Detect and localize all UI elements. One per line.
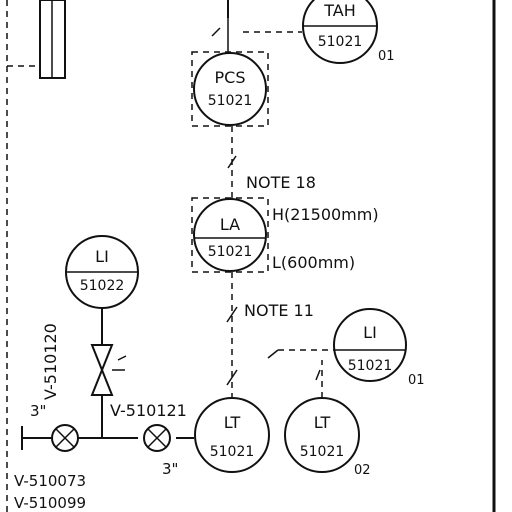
lt-main-label: LT bbox=[224, 413, 241, 432]
valve-handle-tick bbox=[117, 355, 127, 361]
li-right-label: LI bbox=[363, 323, 377, 342]
lt-right-tick bbox=[315, 369, 321, 381]
valve-v510120[interactable] bbox=[90, 344, 114, 396]
la-lt-tick-1 bbox=[226, 306, 238, 323]
lt-right-label: LT bbox=[314, 413, 331, 432]
size-left: 3" bbox=[30, 402, 46, 420]
lt-right-instrument[interactable]: LT 51021 02 bbox=[284, 397, 371, 478]
lt-right-number: 51021 bbox=[300, 444, 345, 460]
pcs-number: 51021 bbox=[208, 93, 253, 109]
v510120-label: V-510120 bbox=[41, 323, 60, 400]
pcs-label: PCS bbox=[215, 68, 246, 87]
li-right-number: 51021 bbox=[348, 358, 393, 374]
li-right-instrument[interactable]: LI 51021 01 bbox=[333, 308, 425, 388]
v510099-label: V-510099 bbox=[14, 494, 86, 512]
la-number: 51021 bbox=[208, 244, 253, 260]
lt-main-instrument[interactable]: LT 51021 bbox=[194, 397, 270, 473]
pcs-instrument[interactable]: PCS 51021 bbox=[191, 51, 269, 127]
tah-suffix: 01 bbox=[378, 49, 395, 64]
tah-label: TAH bbox=[323, 1, 356, 20]
v510073-label: V-510073 bbox=[14, 472, 86, 490]
signal-tick-top bbox=[211, 27, 221, 37]
note-11: NOTE 11 bbox=[244, 301, 314, 320]
lt-main-number: 51021 bbox=[210, 444, 255, 460]
li-left-label: LI bbox=[95, 247, 109, 266]
note-18: NOTE 18 bbox=[246, 173, 316, 192]
pcs-la-tick bbox=[227, 155, 237, 169]
lt-right-suffix: 02 bbox=[354, 463, 371, 478]
la-label: LA bbox=[220, 215, 240, 234]
li-right-tick bbox=[267, 349, 279, 359]
valve-v510073[interactable] bbox=[51, 424, 79, 452]
size-right: 3" bbox=[162, 460, 178, 478]
la-instrument[interactable]: LA 51021 bbox=[191, 197, 269, 273]
la-lt-tick-2 bbox=[226, 369, 238, 386]
valve-v510121[interactable] bbox=[143, 424, 171, 452]
high-level-setpoint: H(21500mm) bbox=[272, 205, 379, 224]
low-level-setpoint: L(600mm) bbox=[272, 253, 355, 272]
li-right-suffix: 01 bbox=[408, 373, 425, 388]
tah-instrument[interactable]: TAH 51021 01 bbox=[302, 0, 395, 64]
li-left-instrument[interactable]: LI 51022 bbox=[65, 235, 139, 309]
li-left-number: 51022 bbox=[80, 278, 125, 294]
tah-number: 51021 bbox=[318, 34, 363, 50]
v510121-label: V-510121 bbox=[110, 401, 187, 420]
